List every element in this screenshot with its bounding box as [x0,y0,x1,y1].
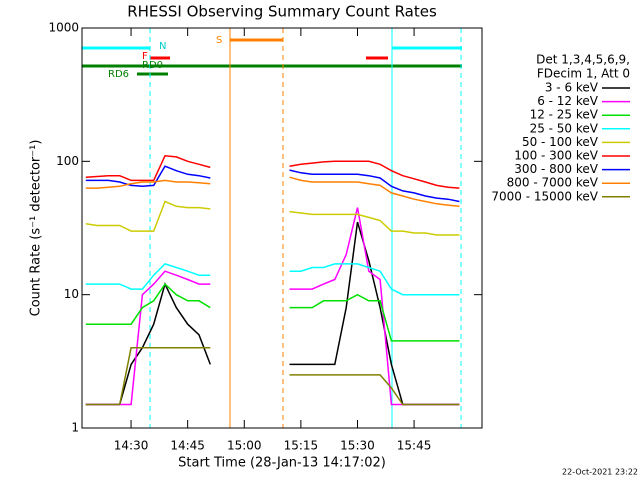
legend-label: 800 - 7000 keV [507,176,599,190]
legend-label: 25 - 50 keV [530,121,599,135]
y-tick-label: 1 [71,421,79,435]
legend-label: 300 - 800 keV [514,162,598,176]
flag-label: N [159,41,166,52]
legend-label: 50 - 100 keV [522,135,599,149]
series-line [85,282,460,342]
x-tick-label: 14:30 [114,439,149,453]
x-tick-label: 15:30 [340,439,375,453]
x-axis-label: Start Time (28-Jan-13 14:17:02) [178,456,386,471]
legend-title: FDecim 1, Att 0 [537,67,630,81]
series-line [85,165,460,203]
legend-label: 6 - 12 keV [537,94,599,108]
y-tick-label: 100 [56,154,79,168]
x-tick-label: 15:00 [227,439,262,453]
flags: N F RD0 RD6 S [82,28,462,428]
series-line [85,263,460,296]
series-line [85,346,460,406]
series-line [85,200,460,236]
x-tick-label: 15:45 [397,439,432,453]
plot-frame [81,27,483,429]
x-tick-label: 14:45 [170,439,205,453]
legend-title: Det 1,3,4,5,6,9, [536,53,630,67]
legend-label: 100 - 300 keV [514,149,598,163]
x-tick-label: 15:15 [284,439,319,453]
legend-label: 7000 - 15000 keV [491,189,598,203]
chart-title: RHESSI Observing Summary Count Rates [127,3,437,21]
flag-label: F [142,51,148,62]
flag-label: RD6 [108,69,129,80]
series-line [85,155,460,189]
legend-label: 3 - 6 keV [545,81,599,95]
footer: 22-Oct-2021 23:22 [562,468,638,477]
y-tick-label: 1000 [48,21,79,35]
y-tick-label: 10 [64,287,79,301]
legend-label: 12 - 25 keV [530,108,599,122]
flag-label: S [216,35,222,46]
series-line [85,176,460,208]
flag-label: RD0 [142,60,163,71]
y-axis-label: Count Rate (s⁻¹ detector⁻¹) [29,140,44,317]
